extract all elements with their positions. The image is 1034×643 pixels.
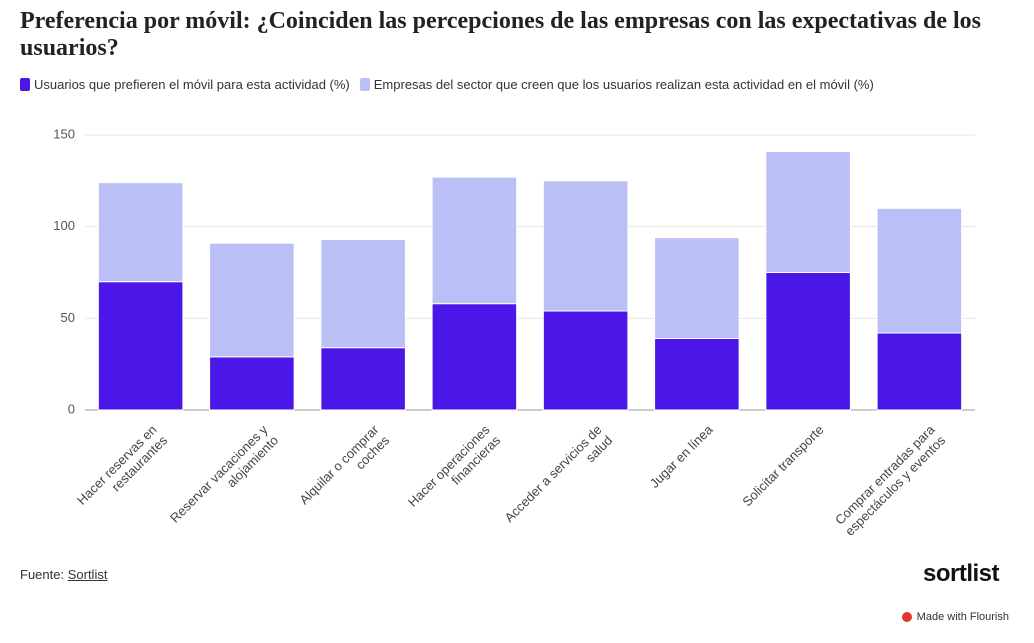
bar-segment (765, 272, 851, 411)
logo: sortlist (922, 560, 1000, 587)
bar-segment (542, 180, 629, 312)
bar-segment (765, 151, 851, 273)
bar-segment (542, 310, 629, 411)
legend-swatch (359, 78, 370, 91)
bar-segment (320, 239, 406, 349)
legend-label: Usuarios que prefieren el móvil para est… (34, 77, 350, 92)
source-prefix: Fuente: (20, 567, 65, 582)
bar-segment (97, 281, 184, 411)
bar-segment (431, 303, 518, 411)
legend-swatch (20, 78, 30, 91)
legend-item: Usuarios que prefieren el móvil para est… (20, 77, 350, 92)
bar-segment (209, 242, 295, 358)
legend-item: Empresas del sector que creen que los us… (359, 77, 874, 92)
bar-segment (209, 356, 295, 411)
credit-icon (901, 612, 912, 622)
legend-label: Empresas del sector que creen que los us… (373, 77, 874, 92)
source-link[interactable]: Sortlist (67, 567, 108, 582)
y-tick-label: 100 (53, 218, 75, 233)
y-tick-label: 50 (61, 310, 75, 325)
y-tick-label: 0 (68, 401, 75, 416)
bar-segment (876, 207, 963, 334)
credit[interactable]: Made with Flourish (901, 611, 1009, 623)
chart-title: Preferencia por móvil: ¿Coinciden las pe… (20, 8, 982, 61)
credit-text: Made with Flourish (916, 611, 1009, 623)
bar-segment (320, 347, 406, 411)
bar-segment (97, 182, 184, 283)
y-tick-label: 150 (53, 126, 75, 141)
bar-segment (654, 237, 740, 340)
source: Fuente: Sortlist (20, 567, 107, 582)
bar-segment (431, 176, 518, 305)
bar-segment (876, 332, 963, 411)
bar-segment (654, 338, 740, 411)
legend: Usuarios que prefieren el móvil para est… (20, 77, 874, 92)
